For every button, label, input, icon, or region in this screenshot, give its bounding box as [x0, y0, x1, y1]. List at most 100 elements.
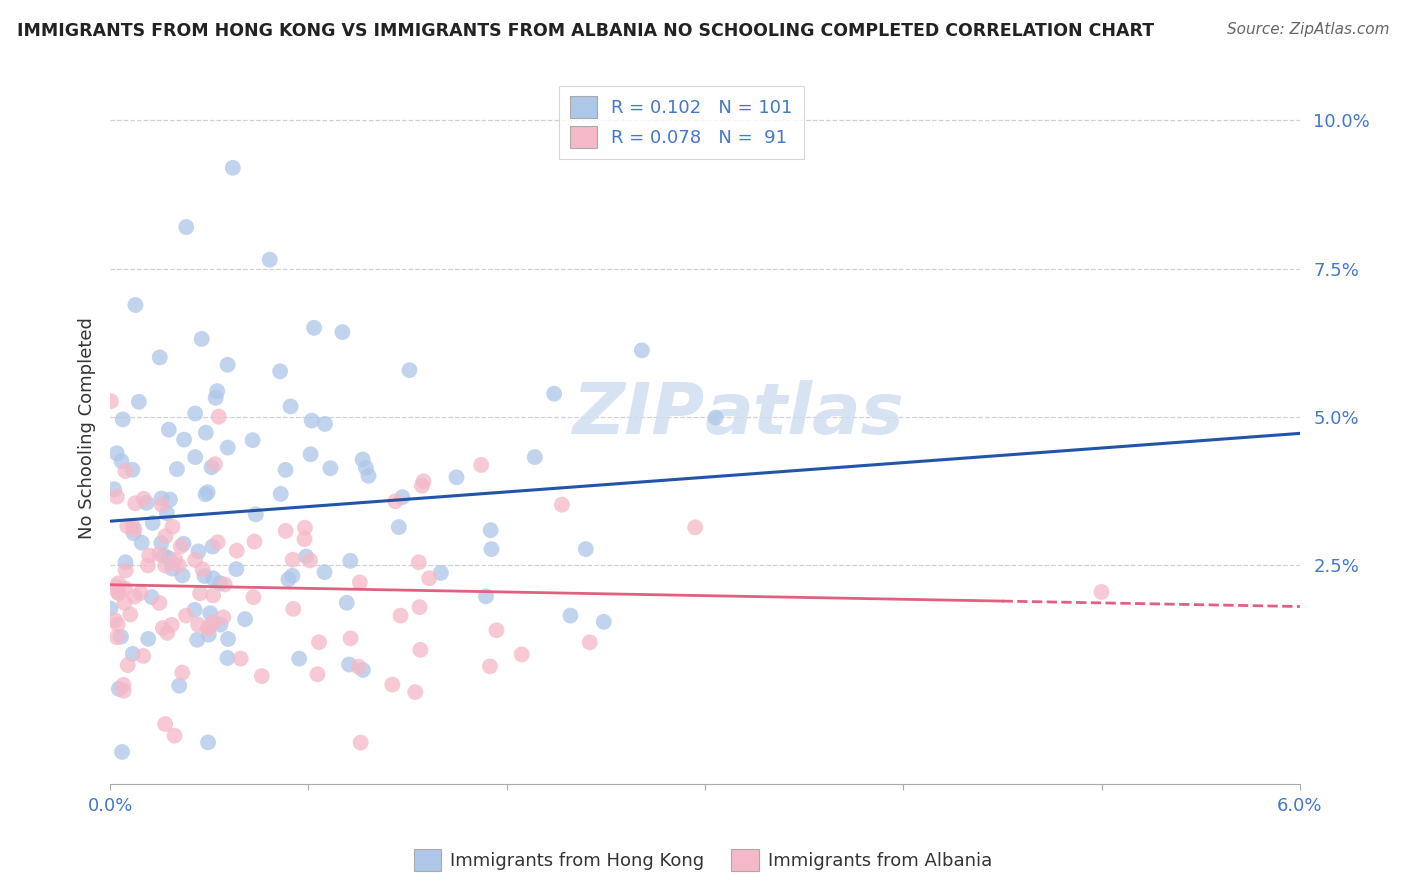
Point [217, 358, 239, 372]
Point [222, 161, 245, 175]
Text: IMMIGRANTS FROM HONG KONG VS IMMIGRANTS FROM ALBANIA NO SCHOOLING COMPLETED CORR: IMMIGRANTS FROM HONG KONG VS IMMIGRANTS … [17, 22, 1154, 40]
Point [277, 572, 299, 586]
Point [354, 460, 377, 475]
Point [170, 539, 193, 553]
Point [208, 409, 231, 424]
Point [281, 552, 304, 566]
Point [475, 590, 498, 604]
Point [184, 553, 207, 567]
Point [100, 394, 122, 409]
Point [153, 717, 176, 731]
Point [217, 632, 239, 646]
Point [167, 679, 190, 693]
Point [510, 648, 533, 662]
Point [114, 464, 136, 478]
Point [153, 549, 176, 563]
Point [107, 585, 129, 599]
Point [129, 586, 152, 600]
Point [301, 414, 323, 428]
Point [299, 553, 322, 567]
Point [543, 386, 565, 401]
Point [339, 632, 361, 646]
Point [381, 677, 404, 691]
Point [391, 490, 413, 504]
Point [132, 491, 155, 506]
Point [551, 498, 574, 512]
Point [174, 220, 197, 235]
Point [274, 524, 297, 538]
Point [114, 555, 136, 569]
Point [299, 447, 322, 461]
Point [479, 523, 502, 537]
Point [194, 425, 217, 440]
Point [578, 635, 600, 649]
Point [704, 410, 727, 425]
Point [217, 441, 239, 455]
Point [193, 569, 215, 583]
Point [111, 412, 134, 426]
Point [523, 450, 546, 464]
Point [191, 562, 214, 576]
Point [336, 596, 359, 610]
Point [229, 651, 252, 665]
Point [187, 617, 209, 632]
Point [162, 561, 184, 575]
Point [148, 547, 170, 561]
Point [173, 537, 195, 551]
Point [352, 663, 374, 677]
Point [136, 558, 159, 573]
Point [202, 571, 225, 585]
Text: atlas: atlas [704, 380, 905, 449]
Point [156, 625, 179, 640]
Point [190, 332, 212, 346]
Point [350, 735, 373, 749]
Point [173, 433, 195, 447]
Point [418, 571, 440, 585]
Point [157, 551, 180, 566]
Point [470, 458, 492, 472]
Point [107, 576, 129, 591]
Y-axis label: No Schooling Completed: No Schooling Completed [79, 318, 96, 540]
Point [212, 610, 235, 624]
Point [430, 566, 453, 580]
Point [408, 555, 430, 569]
Point [165, 553, 187, 567]
Point [187, 544, 209, 558]
Point [100, 601, 122, 615]
Point [159, 492, 181, 507]
Point [115, 519, 138, 533]
Point [388, 520, 411, 534]
Point [204, 457, 226, 471]
Point [197, 485, 219, 500]
Point [160, 617, 183, 632]
Point [575, 542, 598, 557]
Point [111, 745, 134, 759]
Point [204, 391, 226, 405]
Point [337, 657, 360, 672]
Point [631, 343, 654, 358]
Point [485, 624, 508, 638]
Point [108, 681, 131, 696]
Point [103, 483, 125, 497]
Point [198, 627, 221, 641]
Point [184, 407, 207, 421]
Point [184, 450, 207, 464]
Point [389, 608, 412, 623]
Point [105, 580, 128, 594]
Point [202, 588, 225, 602]
Point [209, 617, 232, 632]
Point [174, 608, 197, 623]
Point [242, 590, 264, 604]
Point [150, 536, 173, 550]
Point [280, 400, 302, 414]
Point [105, 630, 128, 644]
Point [124, 496, 146, 510]
Point [124, 522, 146, 536]
Point [242, 433, 264, 447]
Point [352, 452, 374, 467]
Text: Source: ZipAtlas.com: Source: ZipAtlas.com [1226, 22, 1389, 37]
Point [121, 647, 143, 661]
Point [481, 542, 503, 557]
Point [162, 519, 184, 533]
Point [156, 506, 179, 520]
